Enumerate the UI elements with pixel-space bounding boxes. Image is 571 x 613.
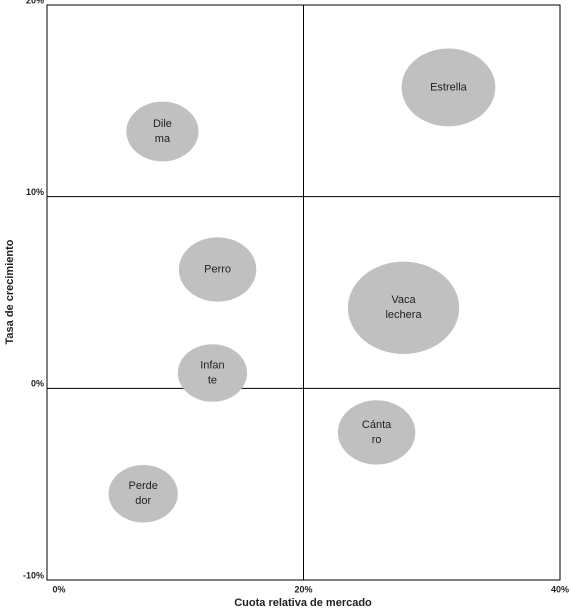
x-tick-label: 0% [52, 584, 65, 594]
bubble-label: te [208, 374, 217, 386]
x-axis-title: Cuota relativa de mercado [234, 597, 372, 609]
bubble-label: Perde [129, 480, 158, 492]
bubble-label: Cánta [362, 419, 392, 431]
x-tick-label: 20% [294, 584, 312, 594]
bubble-label: Infan [200, 359, 224, 371]
bubble-label: ma [155, 133, 171, 145]
bubble-label: ro [372, 434, 382, 446]
bubble [337, 400, 416, 465]
bubble [401, 48, 496, 127]
y-tick-label: 20% [26, 0, 44, 5]
bubble-label: dor [135, 495, 151, 507]
y-tick-label: -10% [23, 570, 44, 580]
bubble [177, 344, 248, 402]
bubble-label: Perro [204, 263, 231, 275]
y-tick-label: 0% [31, 379, 44, 389]
bubble-label: Dile [153, 118, 172, 130]
y-tick-label: 10% [26, 187, 44, 197]
y-axis-title: Tasa de crecimiento [4, 239, 16, 344]
bubble [178, 237, 257, 302]
bubble [108, 464, 178, 523]
bubble [126, 101, 199, 162]
bubble [347, 261, 460, 355]
x-tick-label: 40% [551, 584, 569, 594]
bubble-label: Estrella [430, 81, 468, 93]
bubble-label: Vaca [391, 294, 416, 306]
bubble-label: lechera [385, 309, 422, 321]
